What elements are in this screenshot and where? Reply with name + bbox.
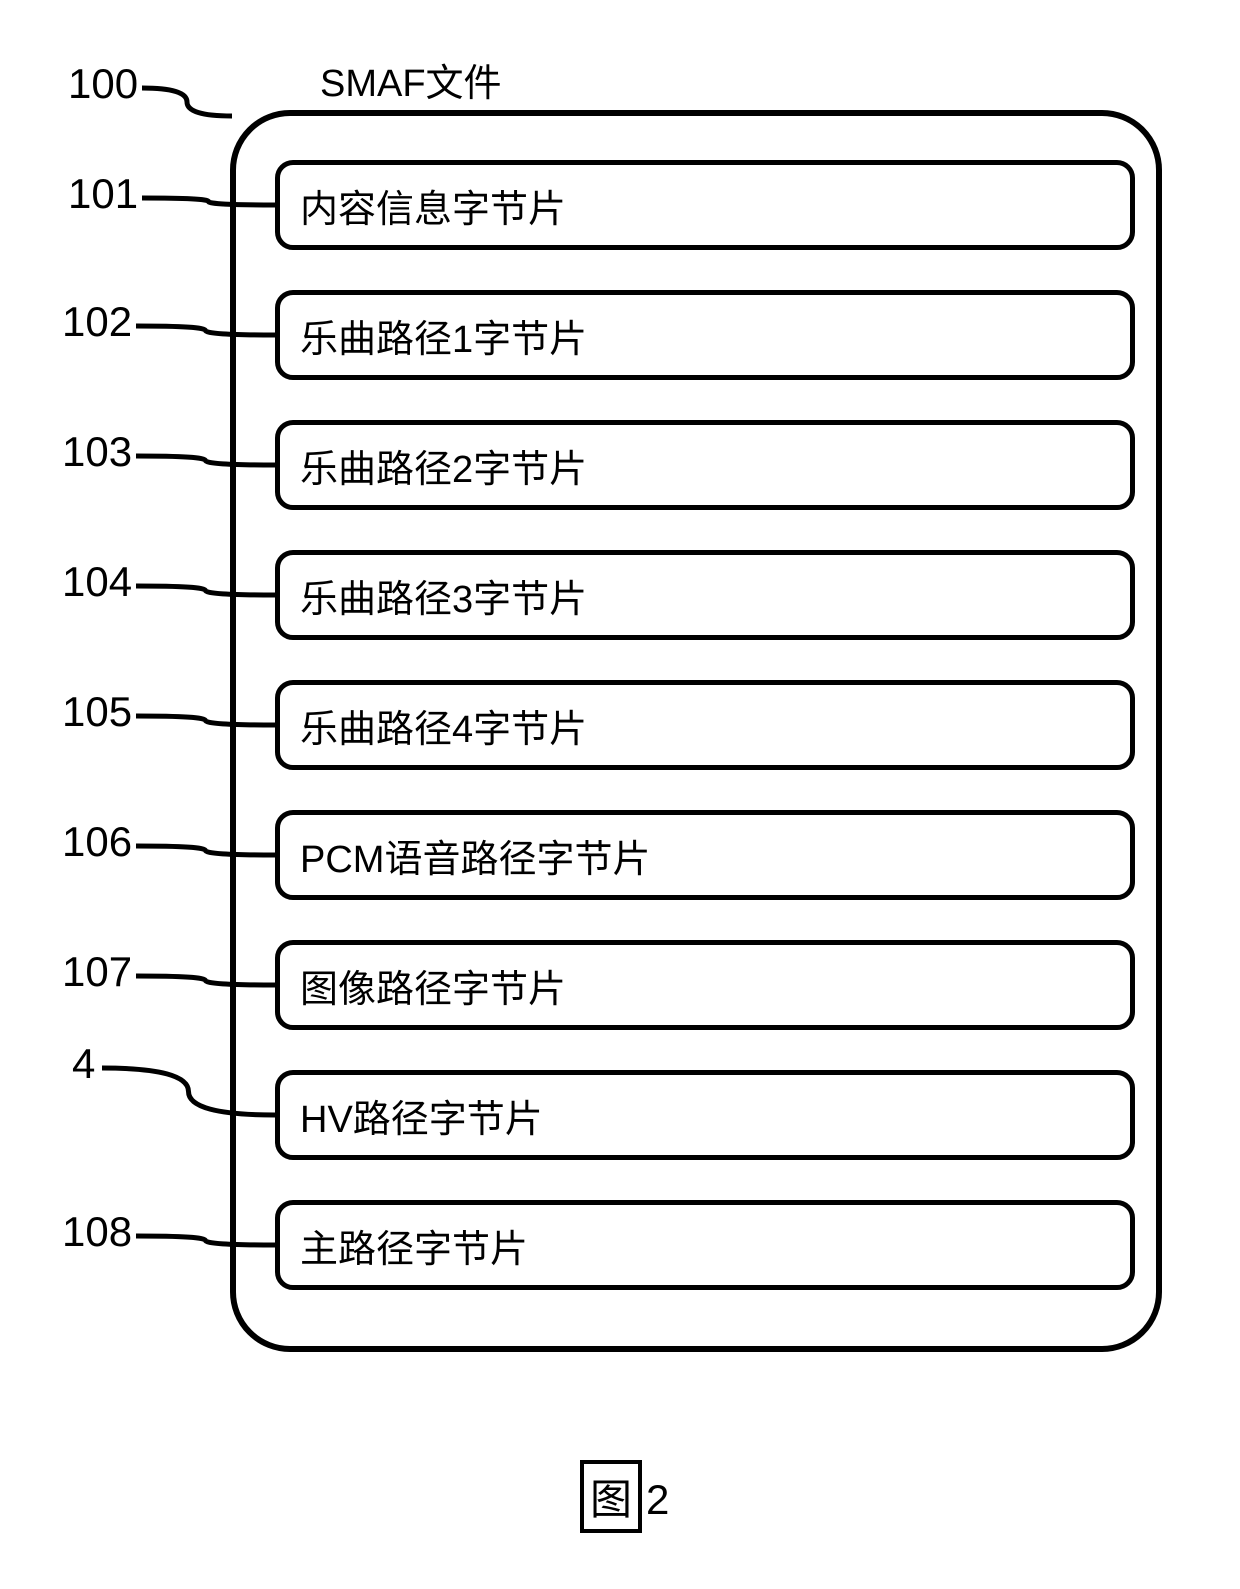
- chunk-box: 乐曲路径4字节片: [275, 680, 1135, 770]
- reference-number: 106: [62, 818, 132, 866]
- chunk-box: 乐曲路径1字节片: [275, 290, 1135, 380]
- reference-number: 102: [62, 298, 132, 346]
- reference-number: 4: [72, 1040, 95, 1088]
- chunk-box: PCM语音路径字节片: [275, 810, 1135, 900]
- reference-number: 103: [62, 428, 132, 476]
- leader-line: [142, 88, 232, 116]
- reference-number: 108: [62, 1208, 132, 1256]
- reference-number: 104: [62, 558, 132, 606]
- figure-label-prefix: 图: [580, 1460, 642, 1533]
- chunk-box: 图像路径字节片: [275, 940, 1135, 1030]
- reference-number: 105: [62, 688, 132, 736]
- chunk-box: HV路径字节片: [275, 1070, 1135, 1160]
- figure-label: 图2: [580, 1460, 669, 1533]
- diagram-title: SMAF文件: [320, 52, 502, 107]
- chunk-box: 乐曲路径2字节片: [275, 420, 1135, 510]
- chunk-box: 乐曲路径3字节片: [275, 550, 1135, 640]
- reference-number: 100: [68, 60, 138, 108]
- chunk-box: 内容信息字节片: [275, 160, 1135, 250]
- reference-number: 101: [68, 170, 138, 218]
- reference-number: 107: [62, 948, 132, 996]
- chunk-box: 主路径字节片: [275, 1200, 1135, 1290]
- figure-number: 2: [646, 1476, 669, 1523]
